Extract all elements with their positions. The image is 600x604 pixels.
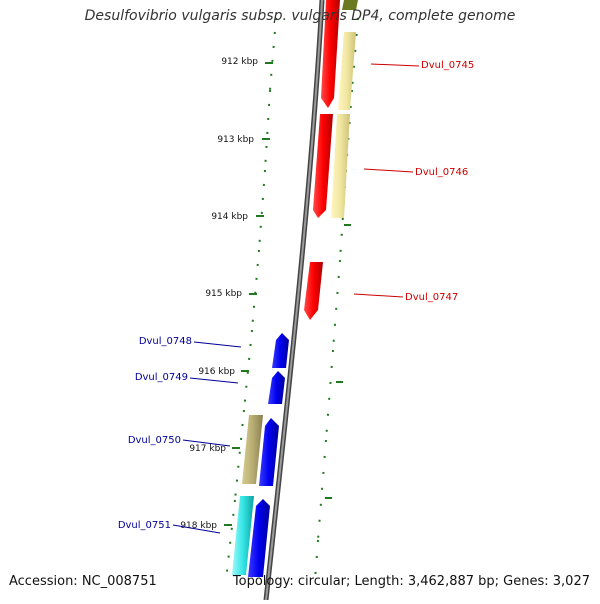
gene-label: Dvul_0751 — [118, 520, 171, 531]
tick-label: 917 kbp — [189, 444, 226, 454]
inner-tick-track — [225, 17, 277, 581]
tick-label: 916 kbp — [198, 367, 235, 377]
genome-backbone-highlight — [265, 0, 323, 601]
cds-dvul-0751[interactable] — [248, 499, 270, 577]
yellow-gene[interactable] — [338, 32, 356, 110]
gene-label: Dvul_0749 — [135, 372, 188, 383]
olive-gene[interactable] — [342, 0, 358, 10]
olive-gene[interactable] — [242, 415, 263, 484]
major-ticks — [224, 62, 351, 526]
cds-dvul-0747[interactable] — [304, 262, 323, 320]
outer-tick-track — [314, 17, 359, 581]
cds-dvul-0750[interactable] — [259, 418, 279, 486]
cds-dvul-0748[interactable] — [272, 333, 289, 368]
gene-label: Dvul_0746 — [415, 167, 468, 178]
yellow-gene[interactable] — [331, 114, 350, 218]
tick-label: 912 kbp — [221, 57, 258, 67]
gene-label: Dvul_0750 — [128, 435, 181, 446]
tick-label: 913 kbp — [217, 135, 254, 145]
accession-text: Accession: NC_008751 — [9, 574, 157, 589]
cds-dvul-0749[interactable] — [268, 371, 285, 404]
tick-label: 915 kbp — [205, 289, 242, 299]
cyan-gene[interactable] — [232, 496, 254, 575]
genome-title: Desulfovibrio vulgaris subsp. vulgaris D… — [84, 8, 516, 24]
tick-label: 914 kbp — [211, 212, 248, 222]
tick-label: 918 kbp — [180, 521, 217, 531]
gene-labels: Dvul_0745 Dvul_0746 Dvul_0747 Dvul_0748 … — [118, 60, 474, 531]
cds-dvul-0746[interactable] — [313, 114, 333, 218]
label-leaders — [172, 63, 420, 534]
gene-label: Dvul_0748 — [139, 336, 192, 347]
tick-labels: 912 kbp 913 kbp 914 kbp 915 kbp 916 kbp … — [180, 57, 258, 531]
genome-summary-text: Topology: circular; Length: 3,462,887 bp… — [232, 574, 590, 589]
gene-label: Dvul_0747 — [405, 292, 458, 303]
cds-dvul-0745[interactable] — [321, 0, 340, 108]
gene-label: Dvul_0745 — [421, 60, 474, 71]
